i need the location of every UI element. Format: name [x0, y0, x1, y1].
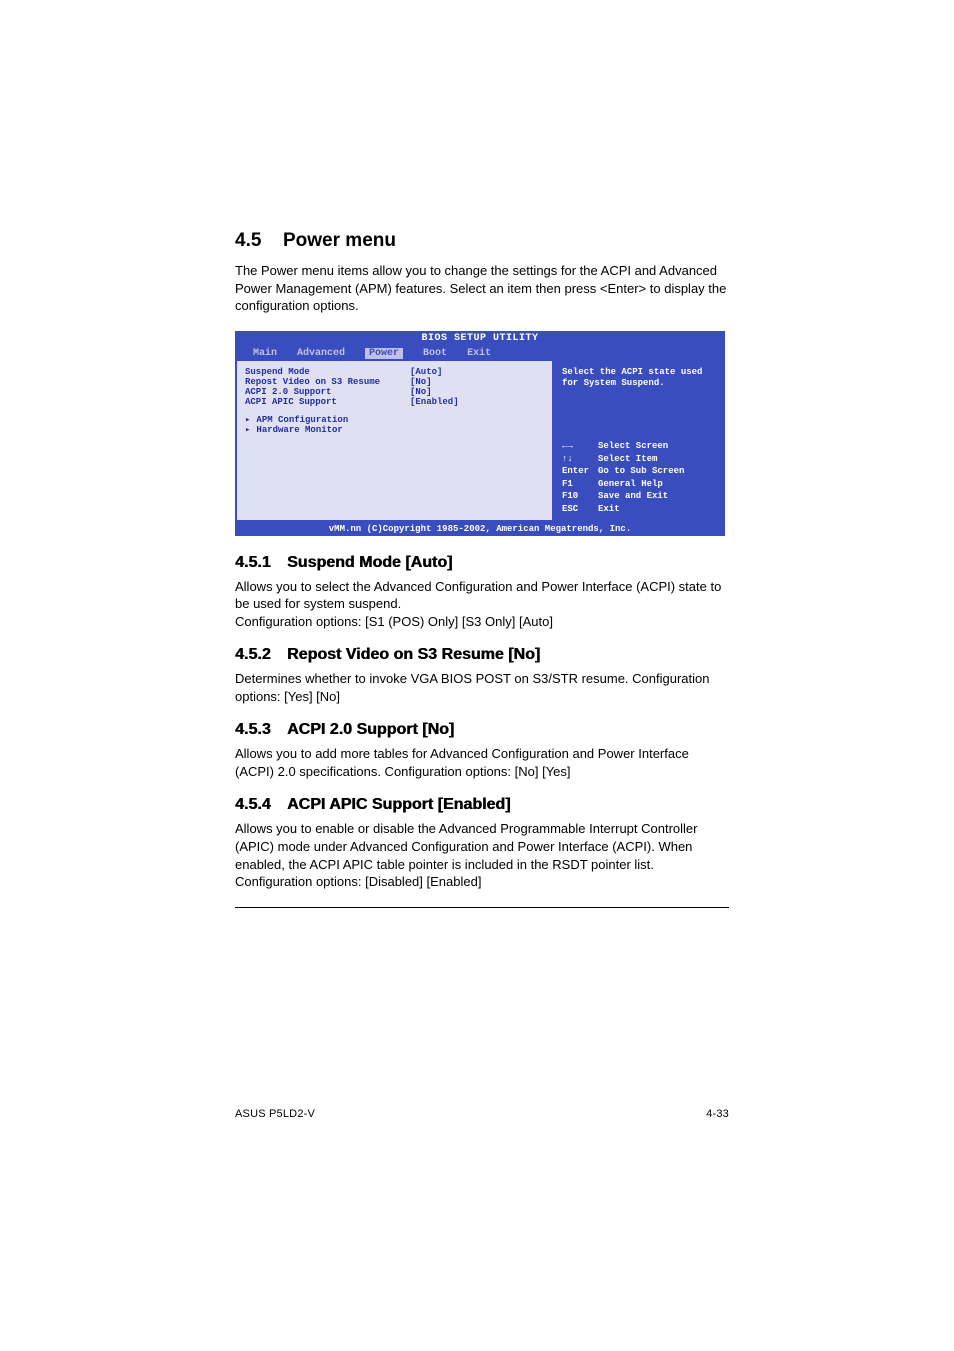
subsection-title: 4.5.4ACPI APIC Support [Enabled]	[235, 796, 729, 814]
subsection-body: Allows you to select the Advanced Config…	[235, 578, 729, 613]
bios-item-value: [No]	[410, 387, 432, 397]
bios-key-action: Go to Sub Screen	[598, 465, 684, 478]
subsection-number: 4.5.2	[235, 646, 287, 664]
subsection-title-text: Suspend Mode [Auto]	[287, 554, 452, 571]
section-number: 4.5	[235, 230, 283, 252]
section-intro: The Power menu items allow you to change…	[235, 262, 729, 315]
bios-item[interactable]: ACPI APIC Support [Enabled]	[245, 397, 544, 407]
bios-item[interactable]: Repost Video on S3 Resume [No]	[245, 377, 544, 387]
subsection-title-text: ACPI APIC Support [Enabled]	[287, 796, 510, 813]
subsection-body: Configuration options: [S1 (POS) Only] […	[235, 613, 729, 631]
page-footer: ASUS P5LD2-V 4-33	[235, 1108, 729, 1120]
bios-item-value: [No]	[410, 377, 432, 387]
section-title-text: Power menu	[283, 230, 396, 251]
bios-tab-main[interactable]: Main	[253, 348, 277, 359]
bios-key-row: F10Save and Exit	[562, 490, 717, 503]
bios-tab-exit[interactable]: Exit	[467, 348, 491, 359]
subsection-title-text: Repost Video on S3 Resume [No]	[287, 646, 540, 663]
subsection-body: Allows you to enable or disable the Adva…	[235, 820, 729, 890]
subsection-number: 4.5.4	[235, 796, 287, 814]
bios-tab-power[interactable]: Power	[365, 348, 403, 359]
submenu-arrow-icon: ▸	[245, 425, 250, 435]
bios-submenu-label: Hardware Monitor	[256, 425, 342, 435]
bios-submenu[interactable]: ▸ Hardware Monitor	[245, 425, 544, 435]
bios-submenu-label: APM Configuration	[256, 415, 348, 425]
bios-item-label: ACPI APIC Support	[245, 397, 410, 407]
bios-key-action: General Help	[598, 478, 663, 491]
bios-item-label: Repost Video on S3 Resume	[245, 377, 410, 387]
bios-key-legend: ←→Select Screen ↑↓Select Item EnterGo to…	[562, 440, 717, 516]
bios-key: F10	[562, 490, 598, 503]
section-title: 4.5Power menu	[235, 230, 729, 252]
submenu-arrow-icon: ▸	[245, 415, 250, 425]
bios-help-panel: Select the ACPI state used for System Su…	[554, 361, 725, 522]
subsection-number: 4.5.3	[235, 721, 287, 739]
bios-key: F1	[562, 478, 598, 491]
bios-titlebar: BIOS SETUP UTILITY	[235, 331, 725, 346]
bios-key-action: Select Item	[598, 453, 657, 466]
bios-item-value: [Auto]	[410, 367, 442, 377]
subsection-body: Determines whether to invoke VGA BIOS PO…	[235, 670, 729, 705]
bios-key-row: ←→Select Screen	[562, 440, 717, 453]
bios-key-row: ↑↓Select Item	[562, 453, 717, 466]
subsection-title: 4.5.3ACPI 2.0 Support [No]	[235, 721, 729, 739]
subsection-title: 4.5.2Repost Video on S3 Resume [No]	[235, 646, 729, 664]
bios-item-label: ACPI 2.0 Support	[245, 387, 410, 397]
bios-key-action: Select Screen	[598, 440, 668, 453]
bios-key-action: Save and Exit	[598, 490, 668, 503]
bios-screen: BIOS SETUP UTILITY Main Advanced Power B…	[235, 331, 725, 536]
bios-item[interactable]: Suspend Mode [Auto]	[245, 367, 544, 377]
bios-item[interactable]: ACPI 2.0 Support [No]	[245, 387, 544, 397]
bios-tab-boot[interactable]: Boot	[423, 348, 447, 359]
bios-body: Suspend Mode [Auto] Repost Video on S3 R…	[235, 361, 725, 522]
bios-copyright: vMM.nn (C)Copyright 1985-2002, American …	[235, 522, 725, 536]
bios-submenu[interactable]: ▸ APM Configuration	[245, 415, 544, 425]
subsection-title: 4.5.1Suspend Mode [Auto]	[235, 554, 729, 572]
bios-key: ←→	[562, 440, 598, 453]
footer-left: ASUS P5LD2-V	[235, 1108, 315, 1120]
bios-item-value: [Enabled]	[410, 397, 459, 407]
bios-key-row: EnterGo to Sub Screen	[562, 465, 717, 478]
bios-key-action: Exit	[598, 503, 620, 516]
bios-key-row: ESCExit	[562, 503, 717, 516]
subsection-title-text: ACPI 2.0 Support [No]	[287, 721, 454, 738]
footer-right: 4-33	[706, 1108, 729, 1120]
bios-key-row: F1General Help	[562, 478, 717, 491]
bios-item-label: Suspend Mode	[245, 367, 410, 377]
bios-key: ↑↓	[562, 453, 598, 466]
bios-left-panel: Suspend Mode [Auto] Repost Video on S3 R…	[235, 361, 554, 522]
bios-key: ESC	[562, 503, 598, 516]
bios-tab-bar: Main Advanced Power Boot Exit	[235, 346, 725, 361]
footer-divider	[235, 907, 729, 908]
bios-key: Enter	[562, 465, 598, 478]
subsection-body: Allows you to add more tables for Advanc…	[235, 745, 729, 780]
bios-tab-advanced[interactable]: Advanced	[297, 348, 345, 359]
bios-help-text: Select the ACPI state used for System Su…	[562, 367, 717, 390]
subsection-number: 4.5.1	[235, 554, 287, 572]
